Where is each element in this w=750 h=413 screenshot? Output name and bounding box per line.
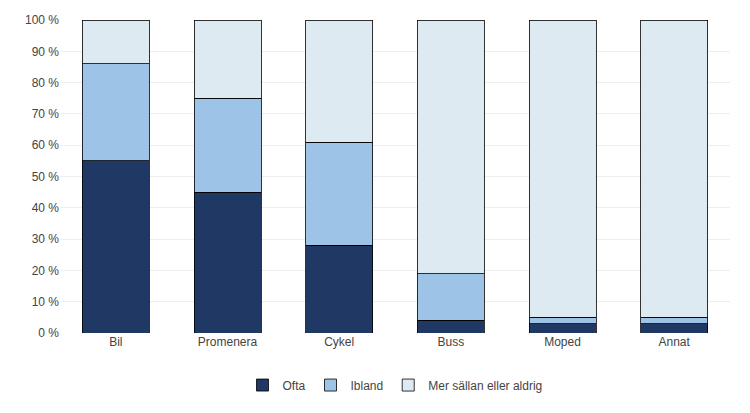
svg-text:40 %: 40 % bbox=[32, 201, 60, 215]
svg-text:Promenera: Promenera bbox=[198, 335, 258, 349]
svg-text:20 %: 20 % bbox=[32, 264, 60, 278]
svg-text:90 %: 90 % bbox=[32, 45, 60, 59]
svg-text:0 %: 0 % bbox=[38, 326, 59, 340]
svg-text:Cykel: Cykel bbox=[324, 335, 354, 349]
svg-text:Ibland: Ibland bbox=[351, 379, 384, 393]
svg-text:10 %: 10 % bbox=[32, 295, 60, 309]
svg-text:Buss: Buss bbox=[437, 335, 464, 349]
svg-text:Mer sällan eller aldrig: Mer sällan eller aldrig bbox=[428, 379, 542, 393]
svg-text:80 %: 80 % bbox=[32, 76, 60, 90]
svg-text:Annat: Annat bbox=[658, 335, 690, 349]
svg-text:60 %: 60 % bbox=[32, 138, 60, 152]
svg-text:Ofta: Ofta bbox=[283, 379, 306, 393]
svg-text:Bil: Bil bbox=[109, 335, 122, 349]
svg-text:30 %: 30 % bbox=[32, 232, 60, 246]
svg-text:100 %: 100 % bbox=[25, 13, 59, 27]
svg-text:50 %: 50 % bbox=[32, 170, 60, 184]
svg-text:Moped: Moped bbox=[544, 335, 581, 349]
svg-text:70 %: 70 % bbox=[32, 107, 60, 121]
